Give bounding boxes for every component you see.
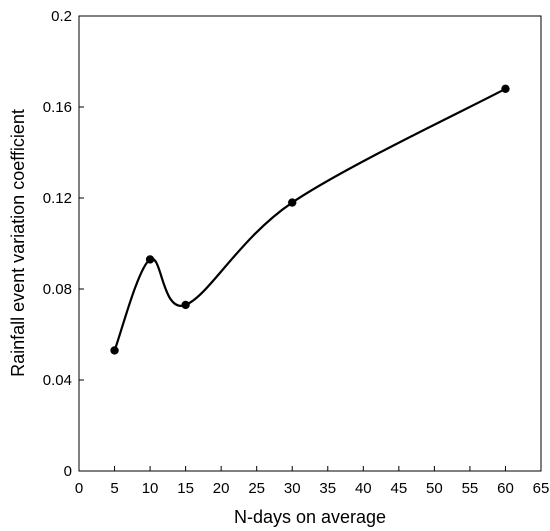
data-points: [110, 84, 510, 355]
data-point: [145, 255, 155, 264]
x-tick-label: 15: [177, 480, 194, 497]
y-tick-label: 0.04: [43, 372, 72, 389]
x-axis: 0 5 10 15 20 25 30 35 40 45 50 55 60 65: [75, 466, 550, 497]
x-tick-label: 10: [142, 480, 159, 497]
data-point: [501, 84, 510, 94]
y-axis-title: Rainfall event variation coefficient: [8, 109, 28, 377]
data-point: [181, 300, 190, 310]
x-tick-label: 60: [497, 480, 514, 497]
x-tick-label: 5: [110, 480, 118, 497]
data-point: [110, 346, 119, 355]
y-tick-label: 0: [64, 463, 72, 480]
x-tick-label: 25: [248, 480, 265, 497]
x-axis-title: N-days on average: [234, 507, 386, 527]
y-tick-label: 0.12: [43, 190, 72, 207]
x-tick-label: 20: [213, 480, 230, 497]
x-tick-label: 45: [391, 480, 408, 497]
x-tick-label: 35: [319, 480, 336, 497]
y-tick-label: 0.16: [43, 99, 72, 116]
x-tick-label: 40: [355, 480, 372, 497]
y-axis: 0 0.04 0.08 0.12 0.16 0.2: [43, 8, 84, 480]
plot-frame: [78, 15, 542, 472]
series-line: [113, 87, 506, 351]
x-tick-label: 0: [75, 480, 83, 497]
y-tick-label: 0.2: [51, 8, 72, 25]
x-tick-label: 30: [284, 480, 301, 497]
x-tick-label: 50: [426, 480, 443, 497]
x-tick-label: 55: [462, 480, 479, 497]
y-tick-label: 0.08: [43, 281, 72, 298]
data-point: [288, 198, 297, 207]
x-tick-label: 65: [533, 480, 550, 497]
